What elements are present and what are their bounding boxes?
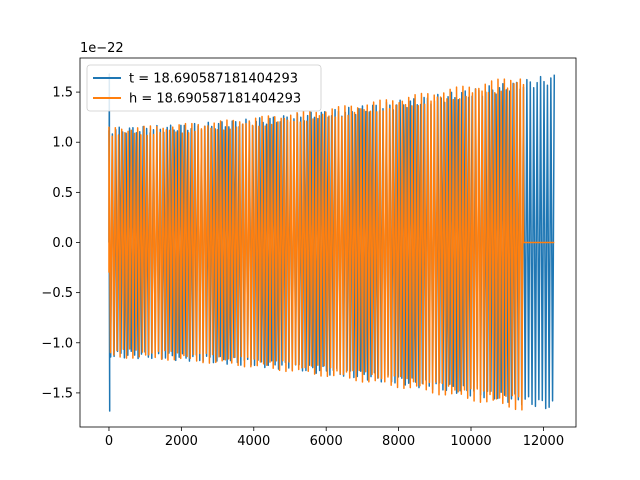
x-tick-label: 10000: [450, 434, 491, 449]
series-layer: [108, 73, 556, 412]
legend: t = 18.690587181404293 h = 18.69058718140…: [86, 64, 322, 112]
x-tick-label: 12000: [523, 434, 564, 449]
y-axis-ticks: −1.5 −1.0 −0.5 0.0 0.5 1.0 1.5: [41, 86, 80, 401]
x-axis-ticks: 0 2000 4000 6000 8000 10000 12000: [105, 427, 564, 449]
series-line-1: [108, 78, 555, 411]
legend-label-1: h = 18.690587181404293: [129, 92, 301, 107]
y-tick-label: 1.5: [52, 86, 73, 101]
legend-box: [86, 64, 322, 112]
x-tick-label: 2000: [165, 434, 198, 449]
y-scale-offset-label: 1e−22: [80, 41, 124, 56]
plot-area: [108, 73, 556, 412]
legend-label-0: t = 18.690587181404293: [129, 72, 298, 87]
x-tick-label: 0: [105, 434, 113, 449]
x-tick-label: 8000: [382, 434, 415, 449]
y-tick-label: −1.0: [41, 336, 73, 351]
x-tick-label: 6000: [310, 434, 343, 449]
x-tick-label: 4000: [237, 434, 270, 449]
y-tick-label: 0.5: [52, 186, 73, 201]
y-tick-label: 1.0: [52, 136, 73, 151]
y-tick-label: −0.5: [41, 286, 73, 301]
y-tick-label: 0.0: [52, 236, 73, 251]
y-tick-label: −1.5: [41, 386, 73, 401]
